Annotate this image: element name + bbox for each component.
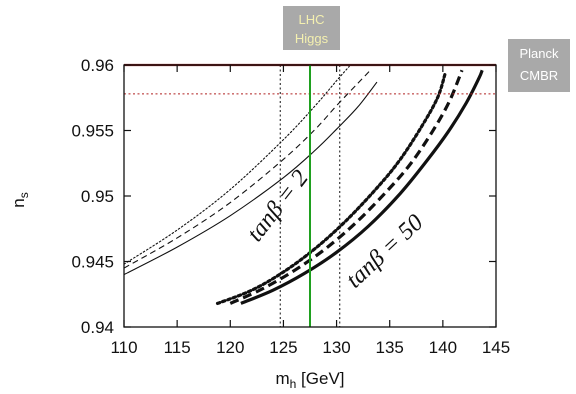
- data-curves: [123, 65, 484, 306]
- x-tick-label: 145: [482, 338, 510, 357]
- y-tick-label: 0.96: [81, 56, 114, 75]
- planck-cmbr-badge-bg: [508, 39, 570, 92]
- y-tick-label: 0.945: [71, 253, 114, 272]
- planck-cmbr-badge: Planck CMBR: [508, 39, 570, 92]
- curve-tanb2-dotted: [123, 65, 350, 265]
- x-axis-title: mh [GeV]: [275, 369, 344, 391]
- x-axis-title-unit: [GeV]: [296, 369, 344, 388]
- planck-badge-line2: CMBR: [520, 68, 558, 83]
- x-tick-label: 120: [216, 338, 244, 357]
- curve-tanb50-solid: [240, 69, 484, 305]
- y-tick-label: 0.95: [81, 187, 114, 206]
- y-tick-label: 0.955: [71, 122, 114, 141]
- x-tick-label: 140: [429, 338, 457, 357]
- lhc-badge-line1: LHC: [298, 12, 324, 27]
- curve-tanb50-dashed: [229, 69, 464, 305]
- x-tick-label: 115: [164, 338, 191, 357]
- y-axis-ticks: 0.94 0.945 0.95 0.955 0.96: [71, 56, 496, 337]
- lhc-higgs-badge-bg: [283, 6, 340, 50]
- lhc-higgs-badge: LHC Higgs: [283, 6, 340, 50]
- x-tick-label: 135: [376, 338, 404, 357]
- planck-badge-line1: Planck: [519, 46, 559, 61]
- x-axis-title-sub: h: [290, 377, 297, 391]
- y-axis-title-sub: s: [17, 192, 31, 198]
- curve-tanb2-solid: [123, 81, 378, 276]
- x-tick-label: 110: [110, 338, 137, 357]
- x-tick-label: 125: [269, 338, 297, 357]
- lhc-badge-line2: Higgs: [295, 31, 329, 46]
- x-tick-label: 130: [322, 338, 350, 357]
- curve-tanb2-dashed: [123, 68, 373, 269]
- x-axis-ticks: 110 115 120 125 130 135 140 145: [110, 65, 510, 357]
- y-tick-label: 0.94: [81, 318, 114, 337]
- curve-tanb50-dotted: [215, 72, 447, 306]
